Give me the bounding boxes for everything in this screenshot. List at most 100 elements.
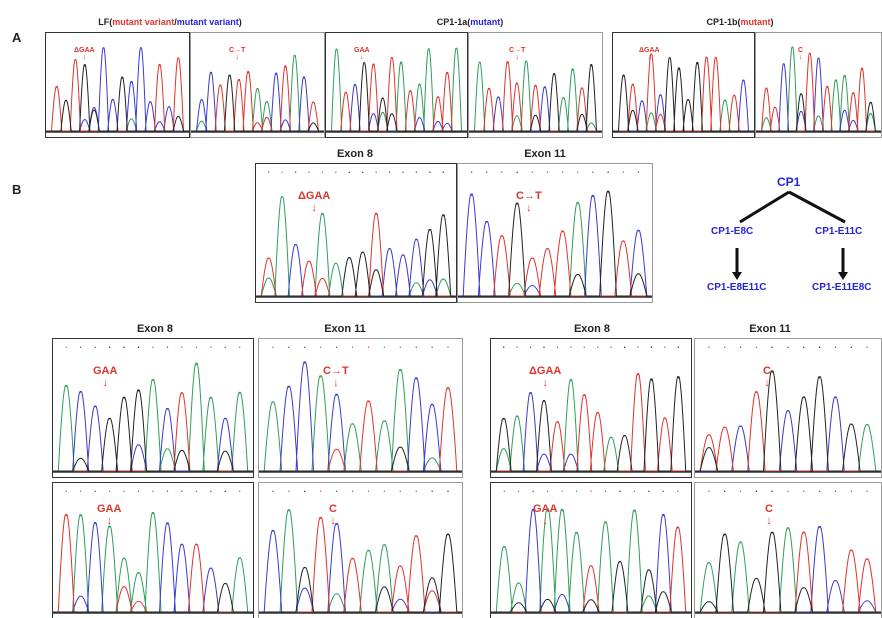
base-call-mark: • [224,345,226,351]
chromatogram-trace [191,54,324,133]
trace-line [259,533,462,613]
base-call-mark: • [210,345,212,351]
base-call-mark: • [304,345,306,351]
mutation-annotation: GAA ↓ [97,503,122,527]
trace-line [326,84,467,132]
exon-label: Exon 11 [749,323,791,335]
base-call-mark: • [622,170,624,176]
trace-line [256,212,456,297]
base-call-mark: • [239,489,241,495]
chromatogram-a5: ΔGAA ↓ [612,32,755,138]
chromatogram-b-row1-1: • • • • • • • • • • • • • GAA ↓ [52,338,254,478]
panel-label-a: A [12,30,22,45]
base-call-mark: • [415,489,417,495]
base-call-mark: • [80,345,82,351]
base-call-mark: • [562,170,564,176]
trace-line [469,60,602,132]
base-call-mark: • [431,345,433,351]
trace-line [46,64,189,132]
chromatogram-trace: • • • • • • • • • • • [695,345,881,473]
base-call-mark: • [123,345,125,351]
base-call-mark: • [138,489,140,495]
base-call-mark: • [320,489,322,495]
base-call-mark: • [272,489,274,495]
base-call-mark: • [516,345,518,351]
base-call-mark: • [181,489,183,495]
chromatogram-trace: • • • • • • • • • • • • [259,345,462,473]
base-call-mark: • [637,345,639,351]
trace-line [469,86,602,132]
base-call-mark: • [447,345,449,351]
base-call-mark: • [402,170,404,176]
tree-left-grandchild: CP1-E8E11C [707,282,767,293]
base-call-mark: • [771,345,773,351]
base-call-mark: • [65,345,67,351]
trace-line [613,57,754,132]
mutation-annotation: ΔGAA ↓ [529,365,562,389]
base-call-mark: • [547,170,549,176]
exon-label: Exon 8 [136,323,174,335]
base-call-mark: • [167,489,169,495]
base-call-mark: • [109,345,111,351]
base-call-mark: • [335,170,337,176]
base-call-mark: • [577,170,579,176]
trace-line [756,93,881,132]
base-call-mark: • [724,489,726,495]
base-call-mark: • [295,170,297,176]
trace-line [695,531,881,613]
base-call-mark: • [288,489,290,495]
chromatogram-b-row2-2: • • • • • • • • • • • • C ↓ [258,482,463,618]
exon-label: Exon 8 [573,323,611,335]
base-call-mark: • [80,489,82,495]
base-call-mark: • [787,489,789,495]
chromatogram-trace [613,53,754,133]
mutation-annotation: C→T ↓ [516,190,542,214]
mutation-annotation: ΔGAA ↓ [298,190,331,214]
base-call-mark: • [866,489,868,495]
tree-right-child: CP1-E11C [815,226,863,237]
base-call-mark: • [383,345,385,351]
trace-line [491,508,691,613]
base-call-mark: • [835,345,837,351]
base-call-mark: • [819,345,821,351]
base-call-mark: • [740,345,742,351]
base-call-mark: • [677,345,679,351]
tree-right-grandchild: CP1-E11E8C [812,282,872,293]
trace-line [756,57,881,132]
trace-line [191,71,324,132]
tree-root: CP1 [777,175,801,189]
base-call-mark: • [503,489,505,495]
base-call-mark: • [803,489,805,495]
trace-line [46,57,189,132]
base-call-mark: • [570,345,572,351]
trace-line [491,378,691,472]
exon-label: Exon 8 [336,148,374,160]
trace-line [46,47,189,132]
base-call-mark: • [677,489,679,495]
trace-line [259,361,462,472]
base-call-mark: • [501,170,503,176]
trace-line [613,79,754,132]
trace-line [491,376,691,472]
trace-line [259,387,462,472]
base-call-mark: • [109,489,111,495]
panel-label-b: B [12,182,22,197]
trace-line [695,527,881,613]
base-call-mark: • [304,489,306,495]
base-call-mark: • [634,489,636,495]
base-call-mark: • [543,345,545,351]
chromatogram-trace: • • • • • • • • • • • • • [53,489,253,614]
base-call-mark: • [447,489,449,495]
base-call-mark: • [624,345,626,351]
mutation-annotation: C ↓ [329,503,337,527]
base-call-mark: • [619,489,621,495]
base-call-mark: • [708,345,710,351]
chromatogram-trace: • • • • • • • • • • • [695,489,881,614]
trace-line [53,392,253,472]
trace-line [191,54,324,132]
mutation-annotation: C→T ↓ [323,365,349,389]
base-call-mark: • [592,170,594,176]
base-call-mark: • [866,345,868,351]
trace-line [756,52,881,132]
trace-line [53,583,253,613]
